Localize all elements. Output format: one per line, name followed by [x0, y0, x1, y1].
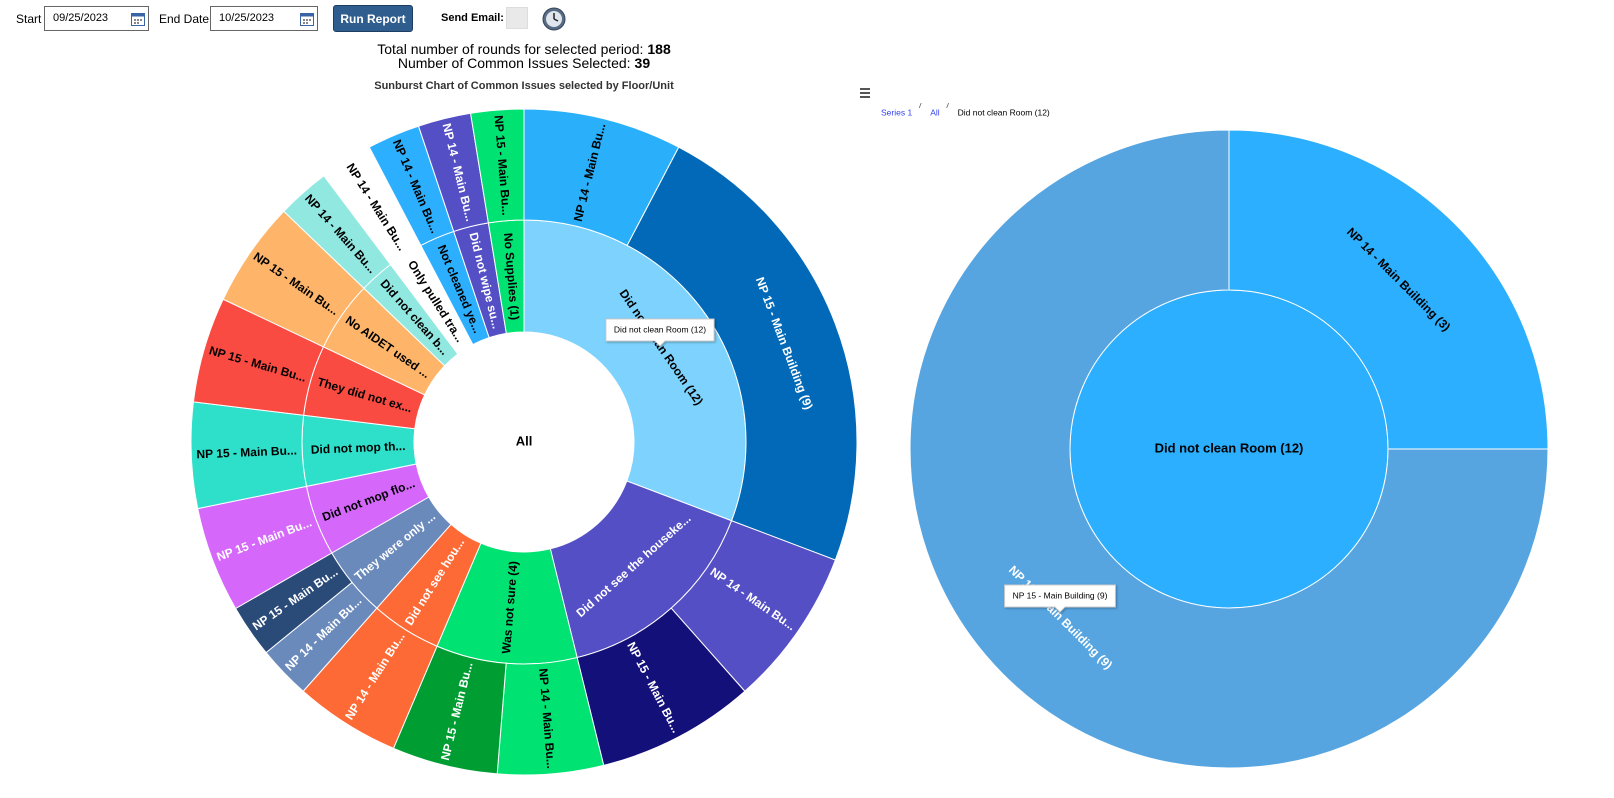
run-report-button[interactable]: Run Report [333, 5, 413, 32]
tooltip-text: Did not clean Room (12) [614, 324, 706, 334]
segment [626, 146, 858, 561]
start-date-value: 09/25/2023 [53, 12, 109, 24]
rounds-value: 188 [647, 41, 671, 57]
schedule-icon[interactable] [542, 7, 566, 31]
breadcrumb: Did not clean Room (12) [958, 107, 1050, 117]
issues-label: Number of Common Issues Selected: [398, 55, 631, 71]
send-email-label: Send Email: [441, 12, 504, 24]
issues-summary: Number of Common Issues Selected: 39 [398, 55, 650, 71]
menu-button[interactable] [860, 88, 870, 98]
end-date-value: 10/25/2023 [219, 12, 275, 24]
end-date-input[interactable]: 10/25/2023 [210, 6, 318, 31]
sunburst [909, 129, 1549, 769]
tooltip: NP 15 - Main Building (9) [1004, 584, 1116, 613]
breadcrumb-separator [946, 102, 950, 109]
calendar-icon[interactable] [131, 12, 145, 26]
chart-title: Sunburst Chart of Common Issues selected… [374, 80, 674, 92]
issues-value: 39 [635, 55, 651, 71]
start-label: Start [16, 12, 42, 26]
segment [470, 108, 525, 224]
segment-label: NP 15 - Main Bu... [196, 443, 297, 461]
rounds-label: Total number of rounds for selected peri… [377, 41, 643, 57]
breadcrumb[interactable]: Series 1 [881, 107, 912, 117]
start-date-input[interactable]: 09/25/2023 [44, 6, 149, 31]
segment-label: Did not mop th... [311, 439, 406, 457]
send-email-checkbox[interactable] [506, 7, 528, 29]
tooltip-box [605, 318, 715, 347]
segment [1228, 129, 1549, 450]
root-label: All [516, 433, 533, 448]
tooltip-box [1004, 584, 1116, 613]
segment-label: No Supplies (1) [501, 232, 522, 320]
root-label: Did not clean Room (12) [1155, 440, 1304, 455]
calendar-icon[interactable] [300, 12, 314, 26]
segment [909, 129, 1549, 769]
tooltip-text: NP 15 - Main Building (9) [1013, 590, 1108, 600]
breadcrumb[interactable]: All [930, 107, 940, 117]
sunburst [190, 108, 858, 776]
tooltip: Did not clean Room (12) [605, 318, 715, 347]
end-label: End Date [159, 12, 210, 26]
breadcrumb-separator [918, 102, 922, 109]
rounds-summary: Total number of rounds for selected peri… [377, 41, 671, 57]
